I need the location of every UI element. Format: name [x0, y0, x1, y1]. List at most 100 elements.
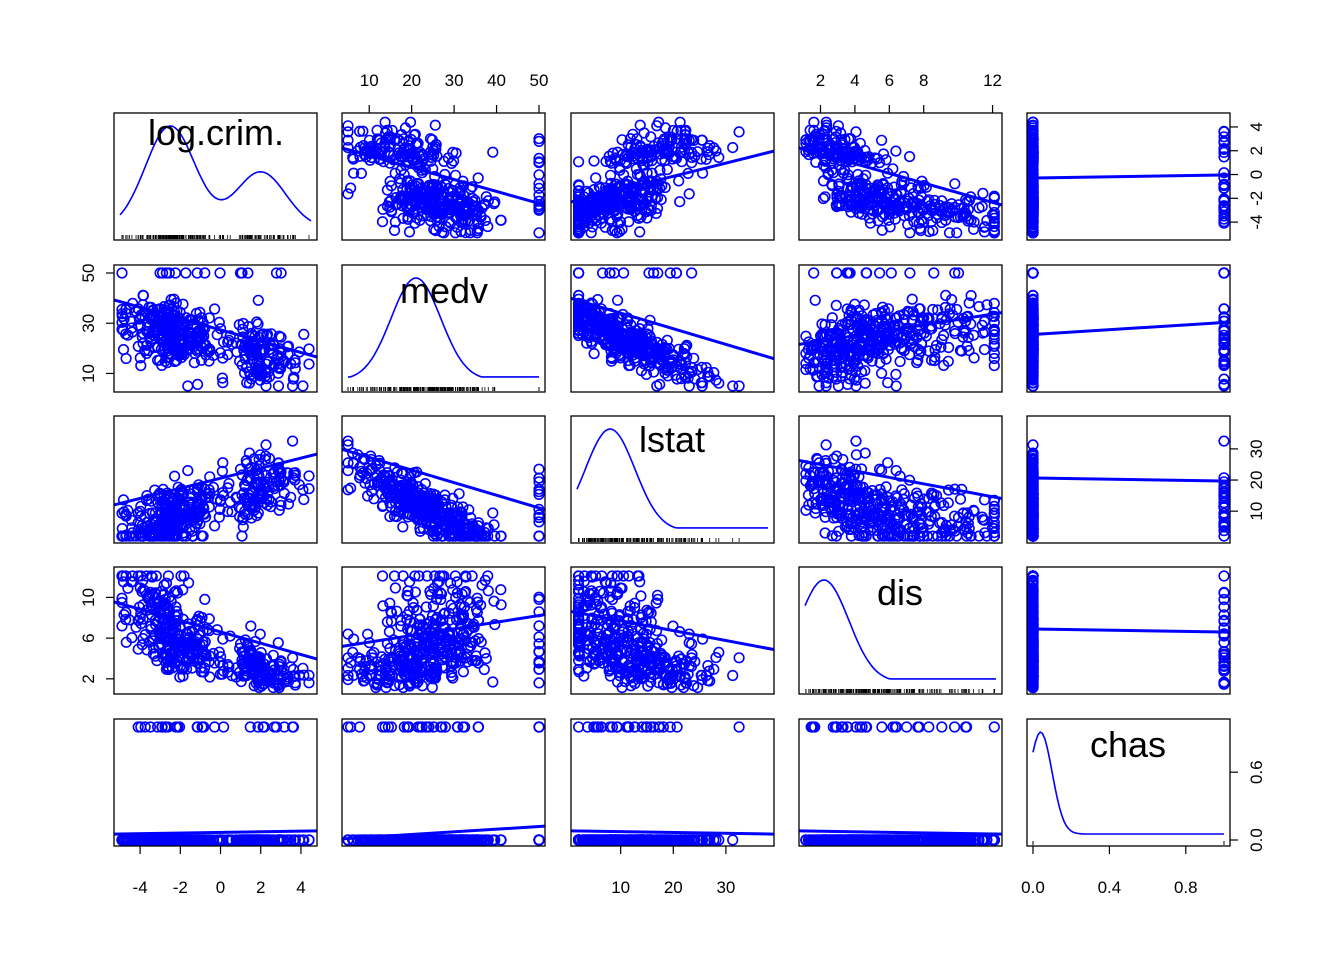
data-point — [942, 341, 955, 354]
data-point — [1027, 227, 1039, 239]
data-point — [126, 527, 138, 539]
data-point — [678, 343, 691, 355]
data-point — [608, 325, 620, 337]
data-point — [424, 524, 436, 536]
data-point — [451, 221, 463, 233]
data-point — [380, 127, 392, 139]
data-point — [303, 470, 315, 482]
data-point — [395, 474, 407, 486]
data-point — [927, 303, 939, 316]
data-point — [915, 225, 927, 237]
data-point — [184, 332, 196, 344]
data-point — [702, 366, 714, 378]
data-point — [120, 530, 132, 542]
data-point — [826, 178, 838, 191]
data-point — [203, 355, 215, 367]
data-point — [856, 310, 868, 322]
data-point — [973, 530, 985, 542]
data-point — [233, 319, 245, 331]
data-point — [636, 154, 648, 167]
data-point — [1218, 200, 1230, 212]
data-point — [912, 354, 924, 366]
data-point — [830, 373, 842, 385]
data-point — [1218, 345, 1230, 357]
data-point — [134, 505, 146, 517]
data-point — [685, 267, 698, 279]
data-point — [116, 303, 128, 316]
data-point — [670, 133, 683, 145]
data-point — [938, 203, 950, 215]
data-point — [633, 347, 645, 360]
data-point — [841, 172, 853, 184]
panel-medv-vs-lstat — [571, 267, 774, 392]
data-point — [890, 368, 902, 381]
data-point — [912, 343, 924, 356]
data-point — [820, 380, 832, 392]
panel-lstat-vs-dis — [799, 435, 1002, 542]
data-point — [347, 151, 359, 163]
data-point — [384, 475, 396, 487]
data-point — [245, 349, 257, 361]
data-point — [822, 169, 834, 181]
data-point — [440, 501, 452, 513]
data-point — [162, 348, 174, 360]
data-point — [891, 312, 903, 324]
data-point — [808, 267, 820, 279]
data-point — [803, 352, 815, 364]
data-point — [533, 201, 545, 213]
data-point — [890, 465, 902, 477]
data-point — [923, 226, 935, 238]
data-point — [973, 301, 985, 313]
data-point — [261, 328, 274, 340]
data-point — [844, 373, 856, 385]
data-point — [907, 188, 919, 200]
data-point — [666, 355, 678, 367]
data-point — [424, 187, 436, 199]
data-point — [664, 267, 676, 279]
data-point — [609, 225, 621, 237]
data-point — [533, 530, 545, 542]
data-point — [631, 133, 643, 145]
data-point — [981, 214, 993, 227]
data-point — [704, 140, 716, 152]
data-point — [834, 358, 847, 370]
data-point — [981, 299, 993, 311]
data-point — [917, 312, 929, 324]
data-point — [689, 150, 701, 162]
data-point — [533, 157, 545, 169]
data-point — [1027, 221, 1039, 233]
data-point — [472, 204, 485, 216]
data-point — [572, 185, 585, 197]
data-point — [125, 315, 137, 328]
data-point — [412, 492, 425, 504]
data-point — [139, 525, 151, 537]
data-point — [277, 475, 289, 487]
rug-marks — [578, 538, 740, 542]
data-point — [609, 323, 622, 335]
data-point — [480, 522, 492, 534]
data-point — [611, 345, 624, 357]
data-point — [533, 516, 545, 528]
data-point — [377, 499, 389, 512]
data-point — [253, 460, 265, 472]
data-point — [177, 522, 189, 534]
data-point — [608, 267, 620, 279]
data-point — [258, 482, 271, 494]
data-point — [259, 454, 271, 466]
data-point — [811, 370, 824, 382]
data-point — [223, 478, 235, 490]
data-point — [440, 179, 452, 191]
data-point — [1218, 378, 1230, 391]
density-curve — [348, 277, 539, 378]
data-point — [599, 221, 611, 233]
data-point — [817, 159, 830, 171]
data-point — [403, 194, 415, 206]
data-point — [661, 164, 673, 176]
data-point — [198, 330, 210, 342]
data-point — [988, 352, 1000, 365]
scatter-points — [800, 267, 1000, 392]
fit-line — [342, 146, 545, 207]
data-point — [251, 479, 263, 491]
data-point — [627, 150, 639, 162]
data-point — [850, 126, 862, 138]
